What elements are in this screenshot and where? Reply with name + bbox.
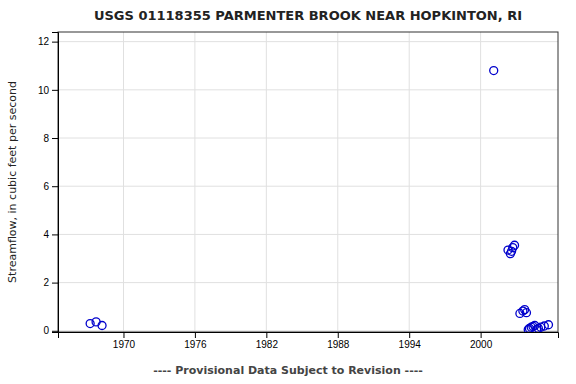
tick-label: 4 (43, 229, 49, 240)
point (511, 241, 519, 249)
chart-svg: 1970 1976 1982 1988 1994 2000 0 2 4 6 8 10 12 USGS 01… (0, 0, 576, 384)
tick-mark (52, 234, 58, 235)
tick: 6 (43, 181, 58, 192)
tick-label: 10 (38, 85, 50, 96)
grid-line-x (409, 32, 410, 332)
grid-line-x (480, 32, 481, 332)
tick-label: 0 (43, 325, 49, 336)
tick: 1976 (184, 332, 207, 350)
tick-label: 1988 (327, 339, 350, 350)
axis-line (52, 33, 59, 333)
tick-label: 12 (38, 36, 50, 47)
tick: 1988 (327, 332, 350, 350)
point (98, 321, 106, 329)
tick-mark (338, 332, 339, 338)
tick: 1994 (399, 332, 422, 350)
tick-mark (266, 332, 267, 338)
x-axis: 1970 1976 1982 1988 1994 2000 (59, 332, 559, 350)
y-axis: 0 2 4 6 8 10 12 (38, 33, 59, 337)
grid (58, 32, 558, 332)
grid-line-y (58, 138, 558, 139)
tick-mark (52, 90, 58, 91)
tick-label: 8 (43, 133, 49, 144)
y-axis-title: Streamflow, in cubic feet per second (6, 81, 19, 283)
grid-line-x (194, 32, 195, 332)
tick-mark (52, 186, 58, 187)
tick: 10 (38, 85, 58, 96)
points (86, 67, 552, 332)
tick-mark (123, 332, 124, 338)
tick: 12 (38, 36, 58, 47)
point (490, 67, 498, 75)
tick-mark (52, 42, 58, 43)
tick-mark (52, 138, 58, 139)
tick: 0 (43, 325, 58, 336)
tick-label: 1976 (184, 339, 207, 350)
plot-frame (58, 32, 558, 332)
tick: 1982 (256, 332, 279, 350)
plot-area: 1970 1976 1982 1988 1994 2000 0 2 4 6 8 10 12 (38, 32, 559, 350)
subtitle: ---- Provisional Data Subject to Revisio… (153, 364, 423, 377)
grid-line-y (58, 41, 558, 42)
tick: 8 (43, 133, 58, 144)
tick-label: 1982 (256, 339, 279, 350)
grid-line-y (58, 186, 558, 187)
tick-mark (52, 283, 58, 284)
tick: 1970 (113, 332, 136, 350)
tick-mark (195, 332, 196, 338)
grid-line-y (58, 330, 558, 331)
grid-line-x (266, 32, 267, 332)
tick-label: 2 (43, 277, 49, 288)
grid-line-y (58, 89, 558, 90)
point (522, 309, 530, 317)
tick-mark (481, 332, 482, 338)
tick-label: 1994 (399, 339, 422, 350)
tick-label: 1970 (113, 339, 136, 350)
tick: 2000 (470, 332, 493, 350)
grid-line-x (123, 32, 124, 332)
axis-line (59, 333, 559, 339)
tick: 2 (43, 277, 58, 288)
tick: 4 (43, 229, 58, 240)
grid-line-y (58, 234, 558, 235)
point (92, 318, 100, 326)
tick-label: 6 (43, 181, 49, 192)
title: USGS 01118355 PARMENTER BROOK NEAR HOPKI… (94, 8, 522, 23)
tick-mark (52, 331, 58, 332)
tick-label: 2000 (470, 339, 493, 350)
grid-line-x (337, 32, 338, 332)
tick-mark (409, 332, 410, 338)
point (544, 321, 552, 329)
grid-line-y (58, 282, 558, 283)
